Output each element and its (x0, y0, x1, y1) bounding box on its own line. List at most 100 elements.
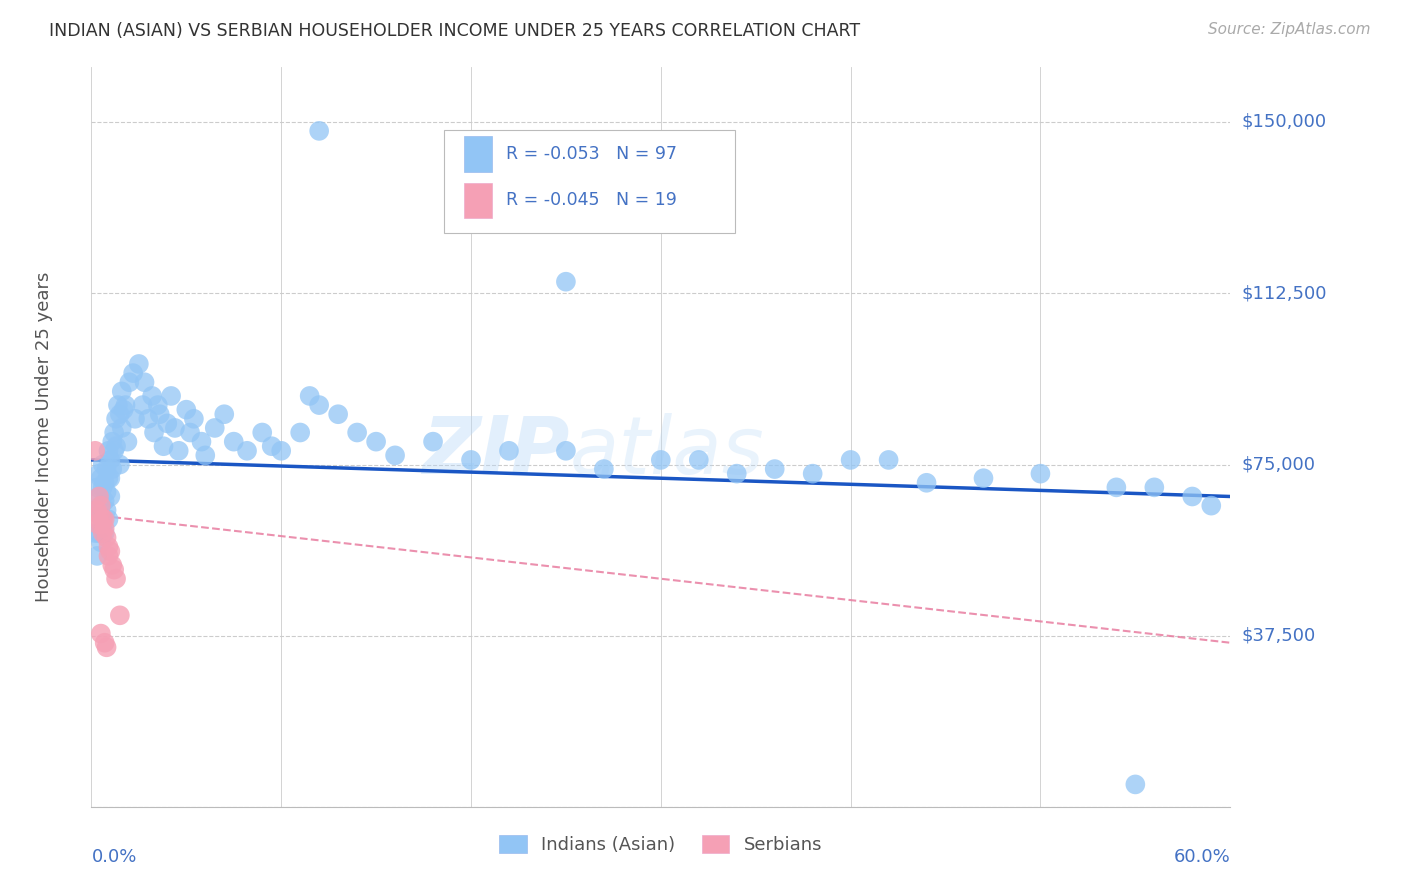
Point (112, 402, 135, 417)
Point (1201, 499, 1223, 513)
Point (103, 425, 125, 440)
Point (143, 425, 166, 440)
Point (1181, 490, 1204, 504)
Point (163, 421, 186, 435)
Text: $112,500: $112,500 (1241, 285, 1327, 302)
Point (422, 434, 444, 449)
Point (118, 376, 141, 390)
Point (105, 439, 128, 453)
Bar (464, 183, 492, 219)
Point (149, 407, 172, 421)
Point (364, 434, 387, 449)
Point (270, 443, 292, 458)
Point (91, 480, 114, 494)
Point (114, 398, 136, 412)
Point (124, 412, 146, 426)
Point (128, 357, 150, 371)
Point (87, 490, 110, 504)
Point (97, 471, 120, 485)
Point (214, 407, 236, 421)
Point (117, 434, 139, 449)
Point (384, 448, 406, 462)
Point (298, 389, 321, 403)
Point (190, 434, 212, 449)
Point (236, 443, 259, 458)
Point (105, 412, 128, 426)
Point (101, 462, 124, 476)
Point (111, 384, 134, 399)
Point (93, 475, 115, 490)
Text: 0.0%: 0.0% (91, 848, 136, 866)
Text: 60.0%: 60.0% (1174, 848, 1230, 866)
Point (84, 443, 107, 458)
Point (90, 499, 112, 513)
Text: Source: ZipAtlas.com: Source: ZipAtlas.com (1208, 22, 1371, 37)
Point (174, 402, 197, 417)
Point (96, 462, 118, 476)
Text: INDIAN (ASIAN) VS SERBIAN HOUSEHOLDER INCOME UNDER 25 YEARS CORRELATION CHART: INDIAN (ASIAN) VS SERBIAN HOUSEHOLDER IN… (49, 22, 860, 40)
Point (688, 453, 710, 467)
Point (101, 434, 124, 449)
Point (97, 549, 120, 563)
Text: R = -0.053   N = 97: R = -0.053 N = 97 (506, 145, 676, 163)
Text: atlas: atlas (569, 413, 765, 491)
Point (1143, 480, 1166, 494)
Point (498, 443, 520, 458)
Text: ZIP: ZIP (422, 413, 569, 491)
Point (593, 462, 616, 476)
Point (1105, 480, 1128, 494)
Point (97, 443, 120, 458)
Point (93, 521, 115, 535)
Point (308, 398, 330, 412)
Point (96, 484, 118, 499)
Point (86, 516, 108, 531)
Point (108, 407, 131, 421)
Point (194, 448, 217, 462)
Point (90, 508, 112, 522)
Point (167, 443, 190, 458)
Point (972, 471, 994, 485)
Point (839, 453, 862, 467)
Point (93, 494, 115, 508)
Point (93, 512, 115, 526)
Point (96, 503, 118, 517)
Point (290, 425, 312, 440)
Point (156, 417, 179, 431)
Bar (464, 136, 492, 172)
Point (96, 531, 118, 545)
Point (96, 640, 118, 655)
Point (97, 512, 120, 526)
Point (98, 471, 121, 485)
Point (103, 563, 125, 577)
Point (146, 398, 169, 412)
Point (141, 389, 163, 403)
Point (91, 512, 114, 526)
Point (460, 453, 482, 467)
Point (725, 467, 748, 481)
Point (86, 503, 108, 517)
Point (107, 398, 129, 412)
Point (250, 425, 273, 440)
Point (90, 499, 112, 513)
Point (84, 526, 107, 541)
Legend: Indians (Asian), Serbians: Indians (Asian), Serbians (492, 828, 830, 861)
Point (93, 526, 115, 541)
Point (90, 516, 112, 531)
Point (87, 490, 110, 504)
Point (1125, 777, 1147, 791)
Point (204, 421, 226, 435)
Text: $150,000: $150,000 (1241, 112, 1326, 131)
Point (87, 508, 110, 522)
Point (87, 526, 110, 541)
Point (101, 558, 124, 572)
Point (554, 275, 576, 289)
Point (308, 124, 330, 138)
Point (138, 412, 160, 426)
Point (98, 490, 121, 504)
Point (108, 608, 131, 623)
Point (179, 425, 201, 440)
Point (260, 439, 283, 453)
Point (86, 503, 108, 517)
Point (86, 480, 108, 494)
Point (108, 458, 131, 472)
